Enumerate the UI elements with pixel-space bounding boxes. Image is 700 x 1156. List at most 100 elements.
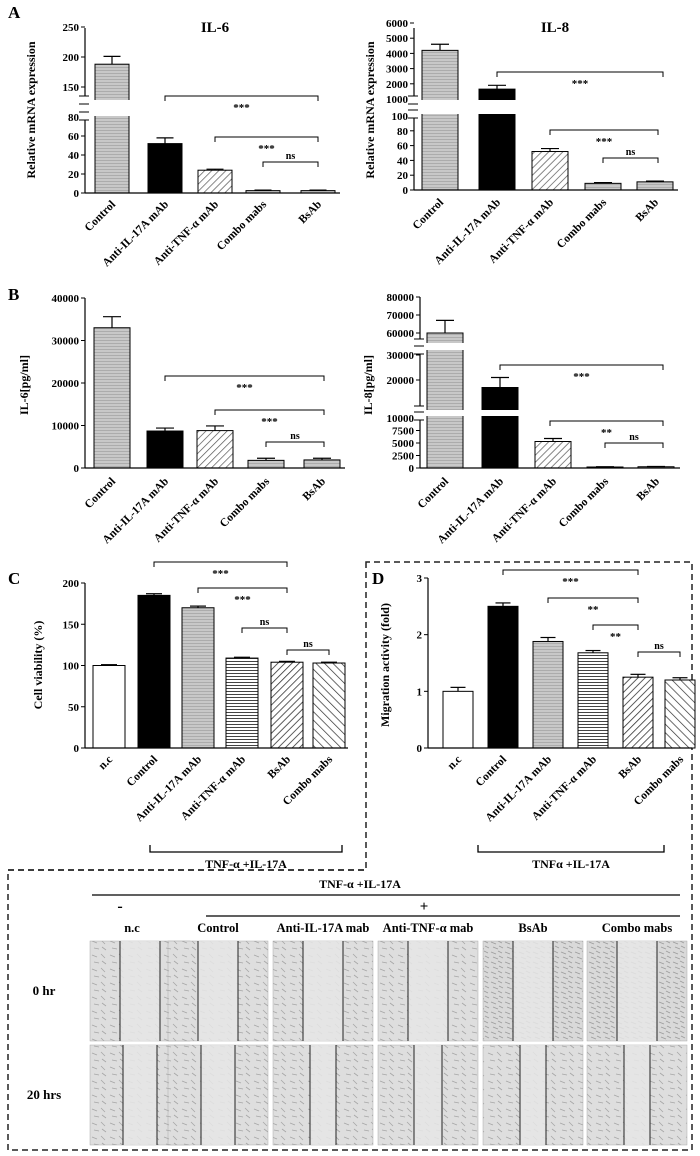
viability-tick-label: 150 xyxy=(63,619,80,631)
il8-elisa-break-gap xyxy=(414,412,426,420)
il8-mrna-upper-tick-label: 3000 xyxy=(386,64,409,76)
il8-mrna-lower-tick-label: 40 xyxy=(397,155,409,167)
il8-elisa-mid-tick-label: 10000 xyxy=(387,413,415,425)
migration-xtick-label: n.c xyxy=(445,754,464,773)
il6-mrna-xtick-label: Control xyxy=(83,199,118,234)
il8-elisa-top-tick-label: 60000 xyxy=(387,328,415,340)
il8-mrna-axis-break-gap xyxy=(408,96,420,104)
il6-elisa-bar xyxy=(303,459,341,469)
il8-mrna-bar xyxy=(421,49,459,191)
il8-mrna-bar xyxy=(636,181,674,191)
scratch-minus-sign: - xyxy=(117,898,122,915)
il8-mrna-sig2-bracket xyxy=(549,129,659,135)
il8-mrna-lower-tick-label: 80 xyxy=(397,126,409,138)
scratch-column-label: n.c xyxy=(124,921,140,935)
il8-elisa-sig3-label: ns xyxy=(629,432,639,443)
il8-mrna-bar-break xyxy=(478,100,516,114)
viability-sig1-label: *** xyxy=(212,568,229,580)
il8-elisa-xtick-label: BsAb xyxy=(635,476,662,503)
il6-mrna-lower-tick-label: 20 xyxy=(68,169,80,181)
viability-ylabel: Cell viability (%) xyxy=(31,621,45,710)
il8-mrna-sig3-label: ns xyxy=(626,147,636,158)
il6-elisa-sig2-bracket xyxy=(214,409,325,415)
scratch-wound-area xyxy=(408,941,448,1041)
il6-mrna-axis-break-gap xyxy=(79,112,91,120)
il6-elisa-sig1-bracket xyxy=(164,375,325,381)
migration-xtick-label: BsAb xyxy=(617,754,644,781)
scratch-wound-area xyxy=(520,1045,546,1145)
il8-elisa-bar-break xyxy=(426,410,464,416)
scratch-wound-area xyxy=(624,1045,650,1145)
il6-mrna-lower-tick-label: 40 xyxy=(68,150,80,162)
il8-elisa-ylabel: IL-8[pg/ml] xyxy=(361,355,375,415)
il6-mrna-sig3-label: ns xyxy=(286,151,296,162)
il6-elisa-bar xyxy=(247,459,285,469)
panel-letter-d: D xyxy=(372,569,384,588)
il6-mrna-title: IL-6 xyxy=(201,20,230,36)
il8-elisa-top-tick-label: 70000 xyxy=(387,310,415,322)
viability-tick-label: 200 xyxy=(63,578,80,590)
il6-elisa-sig1-label: *** xyxy=(236,382,253,394)
migration-tick-label: 1 xyxy=(417,686,423,698)
migration-tick-label: 3 xyxy=(417,573,423,585)
migration-sig1-bracket xyxy=(502,569,639,575)
il8-mrna-xtick-label: Combo mabs xyxy=(555,196,610,251)
il6-mrna-xtick-label: Combo mabs xyxy=(215,198,270,253)
il6-mrna-upper-tick-label: 200 xyxy=(63,52,80,64)
il8-elisa-sig1-label: *** xyxy=(573,371,590,383)
il8-elisa-break-gap xyxy=(414,346,426,354)
panel-letter-a: A xyxy=(8,3,21,22)
il6-elisa-bar xyxy=(196,430,234,469)
il8-elisa-bar-break xyxy=(481,410,519,416)
panel-c-dashed-frame xyxy=(7,561,693,1151)
il6-elisa-sig3-label: ns xyxy=(290,431,300,442)
il6-elisa-tick-label: 0 xyxy=(74,463,80,475)
il6-mrna-xtick-label: BsAb xyxy=(297,199,324,226)
il6-mrna-ylabel: Relative mRNA expression xyxy=(24,41,38,178)
scratch-wound-area xyxy=(303,941,343,1041)
il8-mrna-upper-tick-label: 2000 xyxy=(386,79,409,91)
il8-mrna-ylabel: Relative mRNA expression xyxy=(363,41,377,178)
il8-elisa-xtick-label: Combo mabs xyxy=(557,475,612,530)
il8-elisa-sig2-bracket xyxy=(549,420,664,426)
il6-elisa-tick-label: 40000 xyxy=(52,293,80,305)
scratch-row-label: 0 hr xyxy=(33,983,56,998)
viability-sig1-bracket xyxy=(153,561,288,567)
viability-treatment-bracket xyxy=(149,845,343,853)
migration-bar xyxy=(442,690,474,749)
il8-elisa-top-tick-label: 80000 xyxy=(387,292,415,304)
scratch-wound-area xyxy=(310,1045,336,1145)
viability-tick-label: 100 xyxy=(63,661,80,673)
il8-elisa-bar xyxy=(481,387,519,469)
il8-elisa-low-tick-label: 2500 xyxy=(392,451,415,463)
scratch-column-label: Control xyxy=(197,921,239,935)
scratch-wound-area xyxy=(123,1045,157,1145)
scratch-row-label: 20 hrs xyxy=(27,1087,61,1102)
viability-sig3-label: ns xyxy=(260,617,270,628)
scratch-column-label: Anti-IL-17A mab xyxy=(277,921,370,935)
migration-sig2-bracket xyxy=(547,597,639,603)
viability-bar xyxy=(225,657,259,749)
il6-elisa-xtick-label: Control xyxy=(83,476,118,511)
il8-elisa-break-gap xyxy=(414,339,426,347)
viability-bar xyxy=(270,661,304,749)
il6-mrna-sig1-label: *** xyxy=(233,102,250,114)
il8-mrna-bar xyxy=(531,151,569,191)
il6-mrna-bar xyxy=(197,169,233,194)
il8-elisa-xtick-label: Control xyxy=(416,476,451,511)
migration-sig3-label: ** xyxy=(610,631,622,643)
il6-mrna-lower-tick-label: 80 xyxy=(68,112,80,124)
viability-bar xyxy=(92,665,126,749)
il6-elisa-tick-label: 20000 xyxy=(52,378,80,390)
il6-mrna-sig1-bracket xyxy=(164,95,319,101)
il8-mrna-sig1-bracket xyxy=(496,71,664,77)
il8-elisa-low-tick-label: 5000 xyxy=(392,438,415,450)
il6-mrna-bar xyxy=(147,143,183,194)
viability-tick-label: 0 xyxy=(74,743,80,755)
il6-mrna-lower-tick-label: 0 xyxy=(74,188,80,200)
scratch-column-label: Combo mabs xyxy=(602,921,673,935)
migration-bar xyxy=(532,640,564,749)
il6-elisa-sig2-label: *** xyxy=(261,416,278,428)
scratch-wound-area xyxy=(120,941,160,1041)
il6-mrna-sig2-label: *** xyxy=(258,143,275,155)
